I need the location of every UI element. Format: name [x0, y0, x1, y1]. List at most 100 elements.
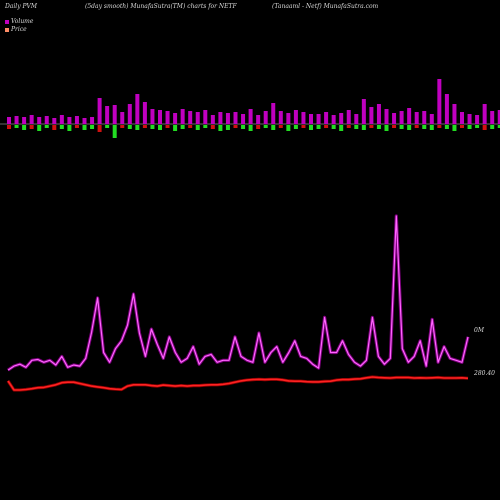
volume-bar — [301, 112, 306, 124]
volume-bar-negative — [263, 125, 268, 128]
volume-bar-negative — [339, 125, 344, 131]
volume-bar-negative — [490, 125, 495, 129]
volume-bar-negative — [233, 125, 238, 128]
volume-bar — [384, 109, 389, 124]
volume-bar — [22, 117, 27, 124]
volume-bar — [369, 107, 374, 124]
price-line — [7, 376, 469, 391]
volume-bar-negative — [271, 125, 276, 130]
volume-bar-negative — [74, 125, 79, 128]
volume-bar-negative — [105, 125, 110, 128]
volume-bar-negative — [158, 125, 162, 130]
volume-bar — [135, 94, 140, 124]
volume-bar — [407, 108, 412, 124]
volume-bar-negative — [59, 125, 64, 129]
volume-bar — [346, 110, 351, 124]
volume-bar-negative — [52, 125, 57, 130]
volume-bar-negative — [346, 125, 351, 128]
volume-bar-negative — [429, 125, 434, 130]
chart-header-title: (5day smooth) MunafaSutra(TM) charts for… — [85, 3, 237, 10]
volume-bar — [467, 114, 472, 124]
legend-volume-swatch — [5, 19, 9, 24]
volume-bar — [67, 117, 72, 124]
legend-price: Price — [5, 26, 27, 33]
volume-bar — [173, 113, 178, 124]
volume-bar-negative — [452, 125, 457, 131]
volume-bar — [82, 118, 87, 124]
volume-bar-negative — [67, 125, 72, 131]
volume-bar — [437, 79, 442, 124]
price-axis-label: 280.40 — [473, 370, 495, 377]
volume-bar-negative — [142, 125, 147, 128]
volume-bar — [482, 104, 487, 124]
legend-volume-label: Volume — [11, 18, 34, 25]
volume-bar-negative — [376, 125, 381, 129]
volume-bar-negative — [29, 125, 34, 129]
volume-bar — [316, 114, 321, 124]
volume-bar — [256, 115, 261, 124]
volume-bar-negative — [309, 125, 313, 130]
volume-bar — [361, 99, 366, 124]
volume-bar-negative — [173, 125, 178, 131]
legend-price-swatch — [5, 27, 9, 32]
volume-bar — [225, 113, 230, 124]
volume-bar — [180, 109, 185, 124]
volume-bar — [452, 104, 457, 124]
volume-bar-negative — [460, 125, 464, 128]
volume-bar — [158, 110, 162, 124]
volume-bar-negative — [256, 125, 261, 129]
volume-bar — [309, 114, 313, 124]
volume-bar-negative — [210, 125, 215, 129]
volume-bar — [278, 111, 283, 124]
volume-bar — [422, 111, 427, 124]
volume-bar — [127, 104, 132, 124]
volume-bar-negative — [399, 125, 404, 129]
volume-bar — [29, 115, 34, 124]
volume-bar-negative — [331, 125, 336, 129]
volume-bar-negative — [316, 125, 321, 129]
volume-bar — [112, 105, 117, 124]
volume-bar — [233, 112, 238, 124]
volume-bar — [52, 118, 57, 124]
volume-bar-negative — [14, 125, 19, 128]
volume-bar-negative — [414, 125, 419, 128]
pvm-lines — [6, 214, 470, 392]
volume-bar — [293, 110, 298, 124]
volume-bar — [497, 110, 500, 124]
volume-bar-negative — [301, 125, 306, 128]
volume-bar — [354, 114, 359, 124]
volume-bar — [188, 111, 193, 124]
volume-bar-negative — [82, 125, 87, 130]
volume-bar-negative — [324, 125, 329, 128]
volume-bar — [90, 117, 95, 124]
volume-bar — [331, 115, 336, 124]
volume-bar-negative — [150, 125, 155, 129]
volume-bar — [14, 116, 19, 124]
volume-bar — [203, 110, 208, 124]
volume-bar — [475, 115, 480, 124]
volume-bar — [241, 114, 246, 124]
volume-bar-negative — [369, 125, 374, 128]
legend-volume: Volume — [5, 18, 33, 25]
volume-bar — [37, 117, 42, 124]
volume-bar — [399, 111, 404, 124]
volume-bar-negative — [278, 125, 283, 128]
volume-bar-negative — [407, 125, 412, 130]
volume-bar-negative — [44, 125, 49, 128]
volume-bar-negative — [97, 125, 102, 132]
volume-bar-negative — [286, 125, 291, 131]
volume-bar — [392, 113, 397, 124]
volume-bar-negative — [392, 125, 397, 128]
volume-bar-negative — [37, 125, 42, 131]
volume-bar — [271, 103, 276, 124]
volume-bar-negative — [120, 125, 125, 128]
volume-bar-negative — [195, 125, 200, 130]
volume-bar-negative — [165, 125, 170, 128]
volume-bar — [460, 112, 464, 124]
volume-bar — [195, 112, 200, 124]
volume-bar-negative — [467, 125, 472, 129]
volume-bar-negative — [127, 125, 132, 129]
volume-bar-negative — [482, 125, 487, 130]
volume-bar — [97, 98, 102, 124]
volume-bar-negative — [384, 125, 389, 131]
